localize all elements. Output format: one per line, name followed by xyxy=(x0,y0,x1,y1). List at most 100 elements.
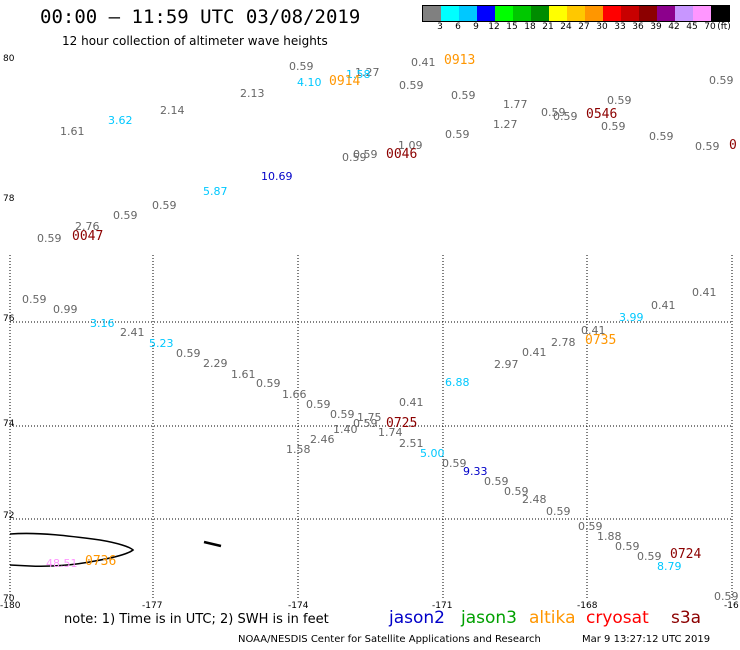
wave-height-label: 1.27 xyxy=(355,66,380,79)
credit-line: NOAA/NESDIS Center for Satellite Applica… xyxy=(238,634,541,645)
wave-height-label: 0.59 xyxy=(442,457,467,470)
legend-entry-jason2: jason2 xyxy=(389,608,445,628)
longitude-label: -16 xyxy=(724,601,739,611)
landmass-outline xyxy=(9,532,135,568)
wave-height-label: 0.41 xyxy=(399,396,424,409)
wave-height-label: 5.00 xyxy=(420,447,445,460)
wave-height-label: 8.79 xyxy=(657,560,682,573)
wave-height-label: 0.59 xyxy=(709,74,734,87)
wave-height-label: 5.87 xyxy=(203,185,228,198)
wave-height-label: 1.61 xyxy=(60,125,85,138)
colorbar-swatch xyxy=(657,6,675,21)
colorbar-swatch xyxy=(675,6,693,21)
footnote: note: 1) Time is in UTC; 2) SWH is in fe… xyxy=(64,612,329,627)
legend-entry-cryosat: cryosat xyxy=(586,608,649,628)
colorbar-swatch xyxy=(441,6,459,21)
wave-height-label: 0.59 xyxy=(601,120,626,133)
wave-height-label: 0.59 xyxy=(553,110,578,123)
wave-height-label: 0.59 xyxy=(306,398,331,411)
wave-height-label: 1.58 xyxy=(346,68,371,81)
legend-entry-jason3: jason3 xyxy=(461,608,517,628)
latitude-label: 78 xyxy=(3,194,15,204)
wave-height-label: 0.59 xyxy=(615,540,640,553)
wave-height-label: 0.59 xyxy=(22,293,47,306)
colorbar-swatch xyxy=(585,6,603,21)
wave-height-label: 0.41 xyxy=(411,56,436,69)
pass-time-label: 0046 xyxy=(386,147,418,162)
wave-height-label: 0.99 xyxy=(53,303,78,316)
wave-height-label: 0.59 xyxy=(289,60,314,73)
wave-height-label: 0.59 xyxy=(637,550,662,563)
wave-height-label: 0.59 xyxy=(649,130,674,143)
wave-height-label: 1.40 xyxy=(333,423,358,436)
wave-height-label: 1.61 xyxy=(231,368,256,381)
wave-height-label: 0.59 xyxy=(714,590,739,603)
wave-height-label: 0.59 xyxy=(607,94,632,107)
wave-height-label: 1.74 xyxy=(378,426,403,439)
colorbar-tick-label: 27 xyxy=(578,22,590,32)
wave-height-label: 1.66 xyxy=(282,388,307,401)
colorbar-swatch xyxy=(567,6,585,21)
colorbar-tick-label: 42 xyxy=(668,22,680,32)
colorbar-unit: (ft) xyxy=(717,22,731,32)
pass-time-label: 0724 xyxy=(670,547,702,562)
colorbar-tick-label: 24 xyxy=(560,22,572,32)
wave-height-label: 0.59 xyxy=(330,408,355,421)
colorbar-swatch xyxy=(459,6,477,21)
legend-entry-s3a: s3a xyxy=(671,608,702,628)
wave-height-label: 0.59 xyxy=(353,417,378,430)
colorbar-swatch xyxy=(477,6,495,21)
wave-height-label: 0.59 xyxy=(113,209,138,222)
colorbar-tick-label: 33 xyxy=(614,22,626,32)
pass-time-label: 0736 xyxy=(85,554,117,569)
colorbar-swatch xyxy=(495,6,513,21)
longitude-label: -168 xyxy=(577,601,598,611)
pass-time-label: 0047 xyxy=(72,229,104,244)
longitude-label: -171 xyxy=(432,601,453,611)
wave-height-label: 2.46 xyxy=(310,433,335,446)
wave-height-label: 0.59 xyxy=(541,106,566,119)
wave-height-label: 2.51 xyxy=(399,437,424,450)
colorbar-tick-label: 18 xyxy=(524,22,536,32)
wave-height-label: 0.59 xyxy=(176,347,201,360)
colorbar-swatch xyxy=(693,6,711,21)
wave-height-label: 0.41 xyxy=(581,324,606,337)
wave-height-label: 0.59 xyxy=(451,89,476,102)
legend-entry-altika: altika xyxy=(529,608,576,628)
wave-height-label: 0.59 xyxy=(578,520,603,533)
wave-height-label: 1.27 xyxy=(493,118,518,131)
colorbar xyxy=(422,5,730,22)
longitude-label: -180 xyxy=(0,601,21,611)
colorbar-swatch xyxy=(711,6,729,21)
wave-height-label: 1.09 xyxy=(398,139,423,152)
colorbar-swatch xyxy=(531,6,549,21)
colorbar-swatch xyxy=(423,6,441,21)
wave-height-label: 3.16 xyxy=(90,317,115,330)
map-subtitle: 12 hour collection of altimeter wave hei… xyxy=(62,34,328,48)
latitude-label: 70 xyxy=(3,594,15,604)
wave-height-label: 0.41 xyxy=(692,286,717,299)
wave-height-label: 0.59 xyxy=(695,140,720,153)
colorbar-tick-label: 21 xyxy=(542,22,554,32)
wave-height-label: 3.62 xyxy=(108,114,133,127)
colorbar-tick-label: 12 xyxy=(488,22,500,32)
wave-height-label: 2.14 xyxy=(160,104,185,117)
wave-height-label: 1.88 xyxy=(597,530,622,543)
colorbar-swatch xyxy=(513,6,531,21)
wave-height-label: 5.23 xyxy=(149,337,174,350)
colorbar-tick-label: 36 xyxy=(632,22,644,32)
wave-height-label: 6.88 xyxy=(445,376,470,389)
pass-time-label: 0725 xyxy=(386,416,418,431)
wave-height-label: 0.59 xyxy=(504,485,529,498)
latitude-label: 74 xyxy=(3,419,15,429)
wave-height-label: 0.59 xyxy=(484,475,509,488)
colorbar-swatch xyxy=(639,6,657,21)
colorbar-tick-label: 15 xyxy=(506,22,518,32)
colorbar-tick-label: 3 xyxy=(437,22,443,32)
wave-height-label: 1.77 xyxy=(503,98,528,111)
pass-time-label: 0 xyxy=(729,138,737,153)
wave-height-label: 0.59 xyxy=(256,377,281,390)
colorbar-tick-label: 9 xyxy=(473,22,479,32)
wave-height-label: 10.69 xyxy=(261,170,293,183)
